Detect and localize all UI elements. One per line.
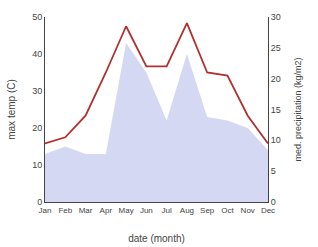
svg-text:0: 0 (37, 197, 42, 207)
svg-text:Apr: Apr (100, 206, 113, 215)
svg-text:Oct: Oct (221, 206, 234, 215)
svg-text:Jun: Jun (140, 206, 153, 215)
svg-text:10: 10 (271, 135, 281, 145)
svg-text:Feb: Feb (58, 206, 72, 215)
svg-text:Mar: Mar (79, 206, 93, 215)
svg-text:50: 50 (32, 12, 42, 22)
svg-text:20: 20 (271, 74, 281, 84)
svg-text:max temp (C): max temp (C) (6, 79, 17, 140)
svg-text:May: May (119, 206, 134, 215)
svg-text:date (month): date (month) (128, 233, 185, 244)
svg-text:Jan: Jan (39, 206, 52, 215)
svg-text:10: 10 (32, 160, 42, 170)
svg-text:15: 15 (271, 105, 281, 115)
svg-text:30: 30 (271, 12, 281, 22)
svg-text:Nov: Nov (241, 206, 255, 215)
svg-text:40: 40 (32, 49, 42, 59)
svg-text:25: 25 (271, 43, 281, 53)
svg-text:30: 30 (32, 86, 42, 96)
svg-text:Sep: Sep (200, 206, 215, 215)
svg-text:20: 20 (32, 123, 42, 133)
svg-text:Dec: Dec (261, 206, 275, 215)
svg-text:med. precipitation (kg/m2): med. precipitation (kg/m2) (293, 57, 303, 161)
svg-text:0: 0 (271, 197, 276, 207)
svg-text:Jul: Jul (162, 206, 172, 215)
svg-text:Aug: Aug (180, 206, 194, 215)
svg-text:5: 5 (271, 166, 276, 176)
